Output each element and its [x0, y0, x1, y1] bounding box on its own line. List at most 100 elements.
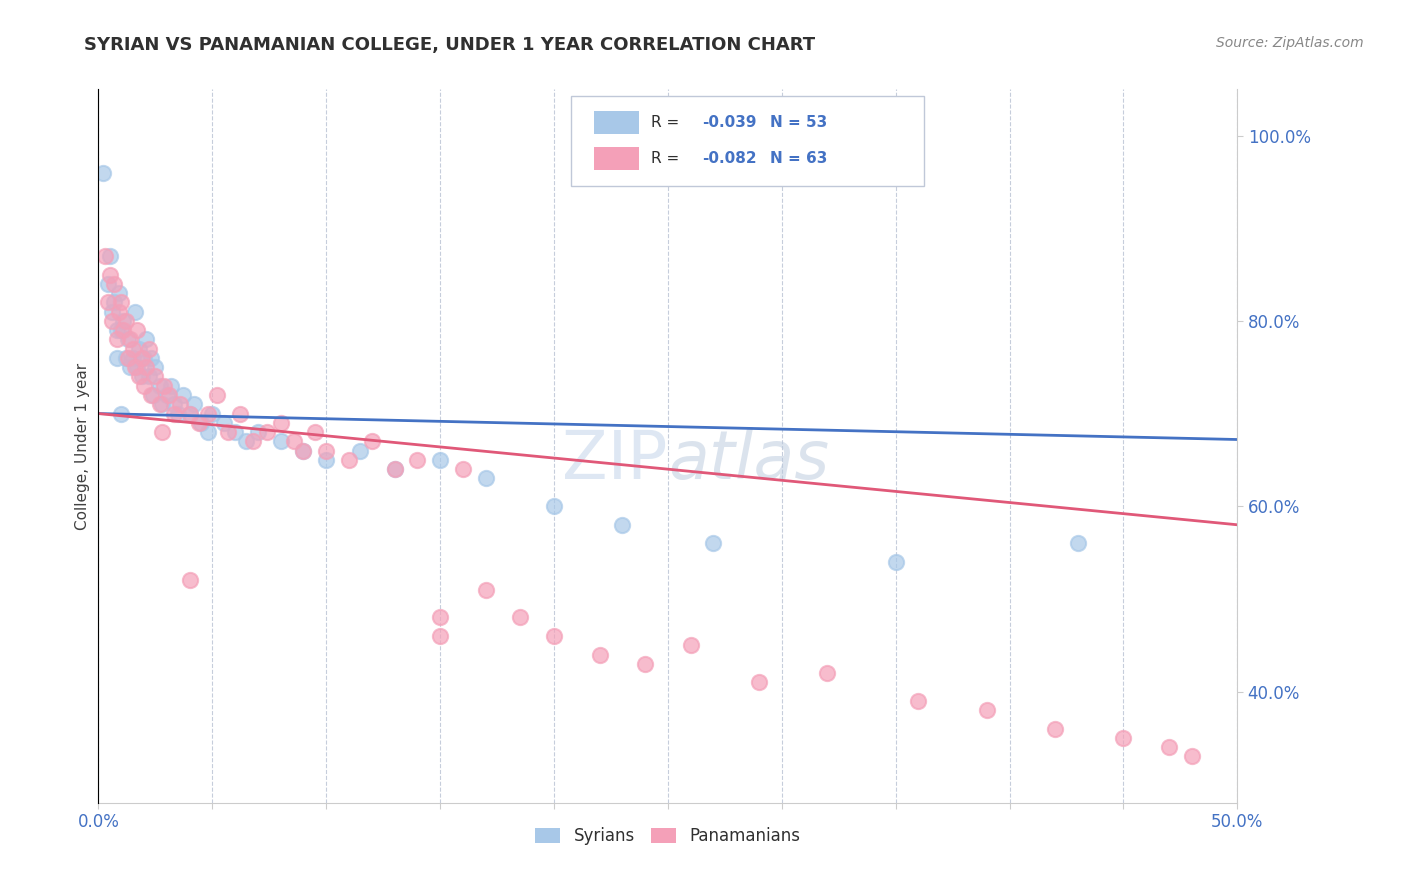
Point	[509, 610, 531, 624]
Point	[139, 388, 162, 402]
Point	[1067, 536, 1090, 550]
Point	[270, 416, 292, 430]
Point	[101, 314, 124, 328]
Point	[128, 342, 150, 356]
Point	[172, 388, 194, 402]
Point	[197, 407, 219, 421]
Text: R =: R =	[651, 151, 683, 166]
Point	[429, 629, 451, 643]
Point	[101, 304, 124, 318]
Point	[183, 397, 205, 411]
Point	[634, 657, 657, 671]
Point	[138, 369, 160, 384]
Point	[132, 351, 155, 365]
Point	[127, 360, 149, 375]
FancyBboxPatch shape	[571, 96, 924, 186]
Point	[384, 462, 406, 476]
Point	[160, 378, 183, 392]
Point	[98, 249, 121, 263]
Point	[112, 323, 135, 337]
Point	[976, 703, 998, 717]
Point	[139, 351, 162, 365]
Point	[304, 425, 326, 439]
Point	[110, 323, 132, 337]
Point	[162, 407, 184, 421]
Point	[212, 416, 235, 430]
Point	[105, 333, 128, 347]
Point	[884, 555, 907, 569]
Point	[96, 295, 118, 310]
Point	[149, 378, 172, 392]
Point	[349, 443, 371, 458]
Point	[117, 351, 139, 365]
Point	[110, 407, 132, 421]
Point	[205, 388, 228, 402]
Point	[138, 342, 160, 356]
Point	[121, 342, 143, 356]
Point	[235, 434, 257, 449]
Text: N = 63: N = 63	[770, 151, 828, 166]
Point	[94, 249, 117, 263]
Point	[1112, 731, 1135, 745]
Point	[292, 443, 315, 458]
Point	[292, 443, 315, 458]
Point	[1043, 722, 1066, 736]
Point	[103, 295, 125, 310]
Point	[124, 304, 146, 318]
Point	[150, 425, 173, 439]
Point	[474, 471, 496, 485]
Point	[679, 638, 702, 652]
Text: ZIP: ZIP	[562, 427, 668, 493]
Point	[110, 295, 132, 310]
Point	[112, 314, 135, 328]
Point	[108, 286, 131, 301]
Point	[98, 268, 121, 282]
Text: atlas: atlas	[668, 427, 830, 493]
Y-axis label: College, Under 1 year: College, Under 1 year	[75, 362, 90, 530]
Point	[429, 453, 451, 467]
Point	[474, 582, 496, 597]
Text: R =: R =	[651, 115, 683, 130]
Point	[256, 425, 278, 439]
Point	[103, 277, 125, 291]
Point	[337, 453, 360, 467]
Point	[114, 351, 136, 365]
Point	[315, 443, 337, 458]
Point	[246, 425, 269, 439]
Point	[179, 574, 201, 588]
Point	[167, 407, 190, 421]
Point	[156, 388, 179, 402]
Text: Source: ZipAtlas.com: Source: ZipAtlas.com	[1216, 36, 1364, 50]
Point	[127, 323, 149, 337]
Text: -0.039: -0.039	[702, 115, 756, 130]
Point	[217, 425, 239, 439]
Point	[169, 397, 191, 411]
Point	[1157, 740, 1180, 755]
Point	[190, 416, 212, 430]
Legend: Syrians, Panamanians: Syrians, Panamanians	[529, 821, 807, 852]
Point	[429, 610, 451, 624]
Point	[121, 351, 143, 365]
Point	[145, 369, 167, 384]
Point	[543, 500, 565, 514]
Point	[132, 378, 155, 392]
Bar	[593, 147, 640, 169]
Point	[406, 453, 429, 467]
Point	[384, 462, 406, 476]
Point	[135, 360, 157, 375]
Bar	[593, 112, 640, 134]
Point	[142, 388, 165, 402]
Point	[108, 304, 131, 318]
Point	[153, 378, 176, 392]
Point	[179, 407, 201, 421]
Point	[907, 694, 929, 708]
Point	[149, 397, 172, 411]
Point	[91, 166, 114, 180]
Point	[120, 333, 142, 347]
Point	[815, 666, 838, 681]
Point	[283, 434, 305, 449]
Point	[145, 360, 167, 375]
Point	[242, 434, 264, 449]
Point	[224, 425, 246, 439]
Point	[187, 416, 209, 430]
